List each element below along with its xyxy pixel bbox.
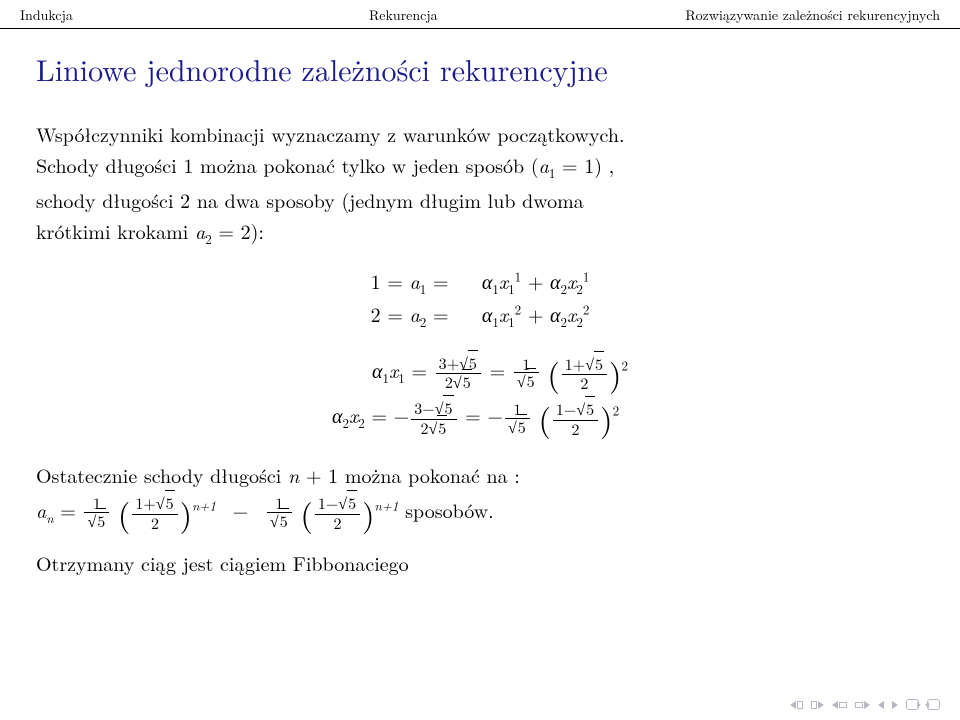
page-title: Liniowe jednorodne zależności rekurencyj… [36,47,924,90]
para-3b: krótkimi krokami a2 = 2): [36,217,924,248]
equation-system: 1 = a1 = α1x11 + α2x21 2 = a2 = α1x12 + … [36,265,924,332]
nav-section-next[interactable] [811,701,824,709]
last-line: Otrzymany ciąg jest ciągiem Fibbonaciego [36,549,924,576]
nav-next[interactable] [892,701,898,709]
slide-nav [790,699,940,710]
content: Współczynniki kombinacji wyznaczamy z wa… [36,120,924,576]
header-left: Indukcja [20,5,276,25]
nav-prev[interactable] [878,701,884,709]
nav-sub-next[interactable] [855,701,870,709]
para-3a: schody długości 2 na dwa sposoby (jednym… [36,186,924,213]
nav-section-prev[interactable] [790,701,803,709]
final-line-1: Ostatecznie schody długości n + 1 można … [36,461,924,488]
slide-header: Indukcja Rekurencja Rozwiązywanie zależn… [0,0,960,29]
para-2: Schody długości 1 można pokonać tylko w … [36,151,924,182]
final-formula: an = 1√5 (1+√52)n+1 − 1√5 (1−√52)n+1 spo… [36,492,924,535]
nav-sub-prev[interactable] [832,701,847,709]
nav-forward[interactable] [927,699,940,710]
para-1: Współczynniki kombinacji wyznaczamy z wa… [36,120,924,147]
nav-back[interactable] [906,699,919,710]
header-mid: Rekurencja [276,5,532,25]
header-right: Rozwiązywanie zależności rekurencyjnych [531,5,940,25]
slide-body: Liniowe jednorodne zależności rekurencyj… [0,29,960,620]
equation-alpha: α1x1 = 3+√52√5 = 1√5 (1+√52)2 α2x2 = −3−… [36,350,924,442]
